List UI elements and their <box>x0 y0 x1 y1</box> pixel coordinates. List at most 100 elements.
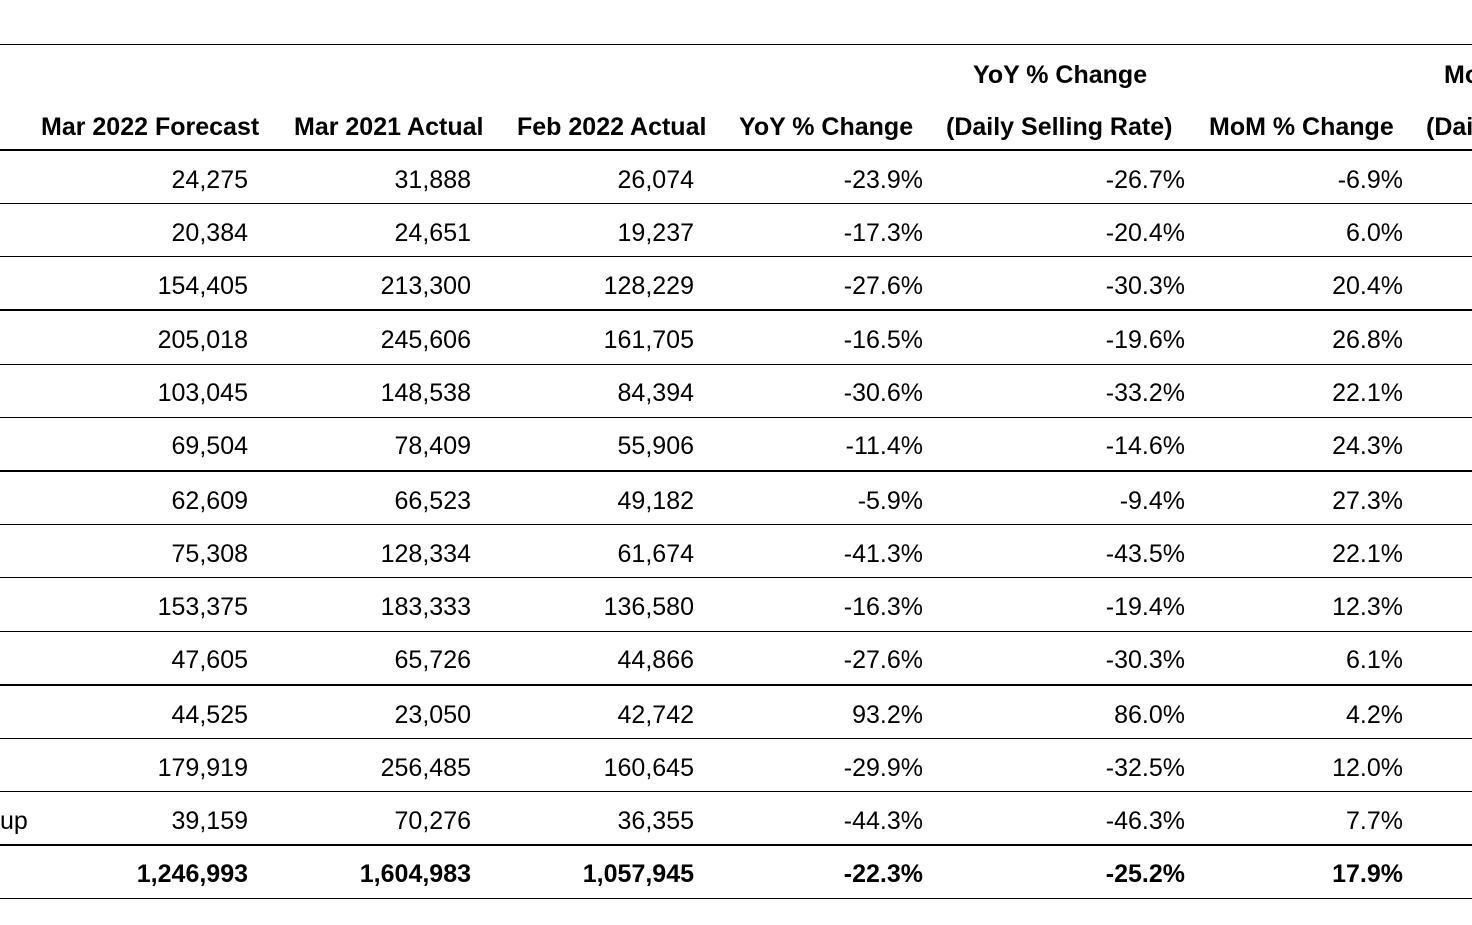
row-divider <box>0 738 1472 739</box>
cell-mar2021: 256,485 <box>380 754 471 782</box>
cell-mom: 22.1% <box>1332 379 1403 407</box>
row-divider <box>0 364 1472 365</box>
cell-mom: 6.1% <box>1346 646 1403 674</box>
row-divider <box>0 256 1472 257</box>
cell-mom: 12.3% <box>1332 593 1403 621</box>
table-top-border <box>0 44 1472 45</box>
cell-yoy-dsr: -30.3% <box>1105 272 1185 300</box>
row-divider <box>0 417 1472 418</box>
cell-forecast: 153,375 <box>157 593 248 621</box>
cell-yoy-dsr: -46.3% <box>1105 807 1185 835</box>
total-yoy-dsr: -25.2% <box>1105 860 1185 888</box>
row-divider <box>0 631 1472 632</box>
cell-yoy: -17.3% <box>843 219 923 247</box>
cell-yoy-dsr: -33.2% <box>1105 379 1185 407</box>
cell-yoy-dsr: -20.4% <box>1105 219 1185 247</box>
cell-yoy-dsr: -32.5% <box>1105 754 1185 782</box>
cell-feb2022: 160,645 <box>603 754 694 782</box>
cell-forecast: 44,525 <box>171 701 248 729</box>
cell-forecast: 39,159 <box>171 807 248 835</box>
cell-mar2021: 31,888 <box>394 166 471 194</box>
cell-yoy: -27.6% <box>843 272 923 300</box>
cell-mar2021: 78,409 <box>394 432 471 460</box>
cell-yoy: -16.3% <box>843 593 923 621</box>
cell-forecast: 205,018 <box>157 326 248 354</box>
row-divider <box>0 524 1472 525</box>
cell-mom: 24.3% <box>1332 432 1403 460</box>
cell-feb2022: 128,229 <box>603 272 694 300</box>
cell-mom: 6.0% <box>1346 219 1403 247</box>
total-yoy: -22.3% <box>843 860 923 888</box>
cell-mom: 26.8% <box>1332 326 1403 354</box>
cell-forecast: 69,504 <box>171 432 248 460</box>
cell-forecast: 103,045 <box>157 379 248 407</box>
cell-yoy-dsr: -19.6% <box>1105 326 1185 354</box>
total-forecast: 1,246,993 <box>136 860 248 888</box>
header-mom-change: MoM % Change <box>1209 113 1394 141</box>
cell-mom: 4.2% <box>1346 701 1403 729</box>
cell-feb2022: 36,355 <box>617 807 694 835</box>
cell-mar2021: 23,050 <box>394 701 471 729</box>
cell-yoy-dsr: -26.7% <box>1105 166 1185 194</box>
cell-mar2021: 24,651 <box>394 219 471 247</box>
cell-feb2022: 136,580 <box>603 593 694 621</box>
cell-mar2021: 245,606 <box>380 326 471 354</box>
cell-yoy-dsr: 86.0% <box>1114 701 1185 729</box>
row-label: up <box>0 807 28 835</box>
cell-mom: 7.7% <box>1346 807 1403 835</box>
cell-yoy-dsr: -9.4% <box>1119 487 1185 515</box>
cell-mom: 20.4% <box>1332 272 1403 300</box>
cell-mom: -6.9% <box>1337 166 1403 194</box>
cell-yoy: -41.3% <box>843 540 923 568</box>
cell-yoy: -44.3% <box>843 807 923 835</box>
cell-yoy: -29.9% <box>843 754 923 782</box>
cell-mar2021: 66,523 <box>394 487 471 515</box>
header-bottom-border <box>0 149 1472 151</box>
cell-yoy: -23.9% <box>843 166 923 194</box>
cell-forecast: 179,919 <box>157 754 248 782</box>
cell-mar2021: 148,538 <box>380 379 471 407</box>
cell-feb2022: 55,906 <box>617 432 694 460</box>
header-mom-dsr-line2-partial: (Dai <box>1426 113 1472 141</box>
row-divider <box>0 791 1472 792</box>
cell-yoy-dsr: -43.5% <box>1105 540 1185 568</box>
cell-forecast: 47,605 <box>171 646 248 674</box>
cell-mar2021: 128,334 <box>380 540 471 568</box>
header-daily-selling-rate: (Daily Selling Rate) <box>946 113 1173 141</box>
cell-yoy-dsr: -14.6% <box>1105 432 1185 460</box>
cell-mom: 22.1% <box>1332 540 1403 568</box>
cell-mom: 27.3% <box>1332 487 1403 515</box>
cell-yoy: -16.5% <box>843 326 923 354</box>
header-mar-2022-forecast: Mar 2022 Forecast <box>41 113 260 141</box>
cell-feb2022: 19,237 <box>617 219 694 247</box>
cell-feb2022: 61,674 <box>617 540 694 568</box>
cell-yoy-dsr: -19.4% <box>1105 593 1185 621</box>
cell-yoy: -11.4% <box>845 432 923 460</box>
cell-yoy: -30.6% <box>843 379 923 407</box>
total-mom: 17.9% <box>1332 860 1403 888</box>
header-mar-2021-actual: Mar 2021 Actual <box>294 113 484 141</box>
cell-forecast: 62,609 <box>171 487 248 515</box>
row-divider <box>0 844 1472 846</box>
cell-feb2022: 161,705 <box>603 326 694 354</box>
cell-mom: 12.0% <box>1332 754 1403 782</box>
cell-yoy-dsr: -30.3% <box>1105 646 1185 674</box>
cell-feb2022: 49,182 <box>617 487 694 515</box>
total-feb2022: 1,057,945 <box>582 860 694 888</box>
cell-feb2022: 44,866 <box>617 646 694 674</box>
row-divider <box>0 684 1472 686</box>
header-mom-dsr-line1-partial: Mo <box>1444 61 1472 89</box>
total-mar2021: 1,604,983 <box>359 860 471 888</box>
row-divider <box>0 203 1472 204</box>
cell-yoy: -5.9% <box>857 487 923 515</box>
header-yoy-change: YoY % Change <box>739 113 914 141</box>
cell-mar2021: 65,726 <box>394 646 471 674</box>
cell-mar2021: 183,333 <box>380 593 471 621</box>
table-bottom-border <box>0 898 1472 899</box>
cell-forecast: 20,384 <box>171 219 248 247</box>
header-feb-2022-actual: Feb 2022 Actual <box>517 113 707 141</box>
cell-forecast: 154,405 <box>157 272 248 300</box>
cell-forecast: 75,308 <box>171 540 248 568</box>
cell-mar2021: 213,300 <box>380 272 471 300</box>
row-divider <box>0 309 1472 311</box>
